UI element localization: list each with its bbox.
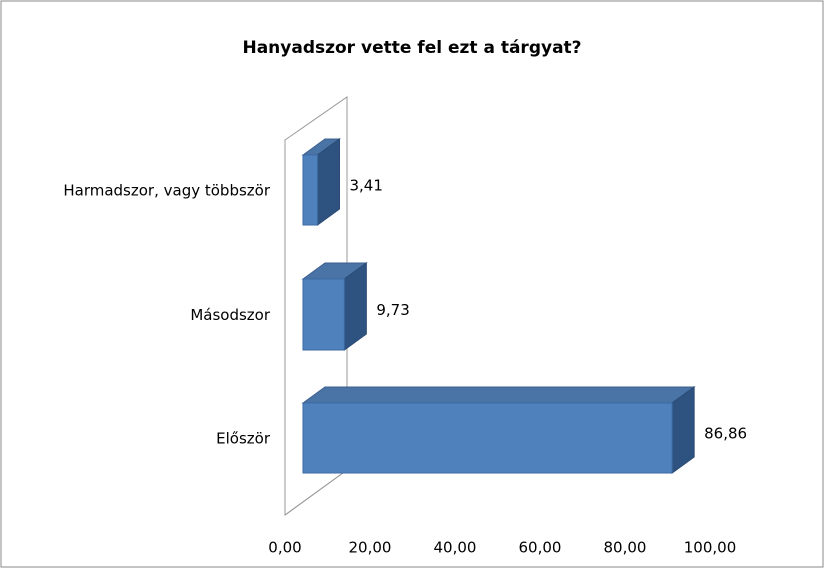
bar (301, 262, 368, 351)
y-tick-label: Másodszor (190, 306, 271, 324)
data-label: 86,86 (704, 425, 747, 443)
bar-front (302, 154, 318, 226)
bar-top (301, 386, 696, 404)
x-tick-label: 40,00 (434, 539, 477, 557)
x-tick-label: 60,00 (519, 539, 562, 557)
y-tick-label: Harmadszor, vagy többször (63, 182, 270, 200)
x-tick-label: 0,00 (268, 539, 301, 557)
bar-front (302, 278, 345, 351)
bar-side (343, 262, 367, 351)
data-label: 3,41 (349, 177, 382, 195)
x-tick-label: 100,00 (684, 539, 737, 557)
bar (301, 138, 342, 226)
data-label: 9,73 (376, 301, 409, 319)
chart-title: Hanyadszor vette fel ezt a tárgyat? (242, 38, 581, 58)
x-tick-label: 80,00 (604, 539, 647, 557)
bar (301, 386, 696, 474)
x-tick-label: 20,00 (349, 539, 392, 557)
floor-edge (284, 469, 348, 516)
bar-front (302, 402, 673, 474)
y-tick-label: Először (216, 430, 271, 448)
